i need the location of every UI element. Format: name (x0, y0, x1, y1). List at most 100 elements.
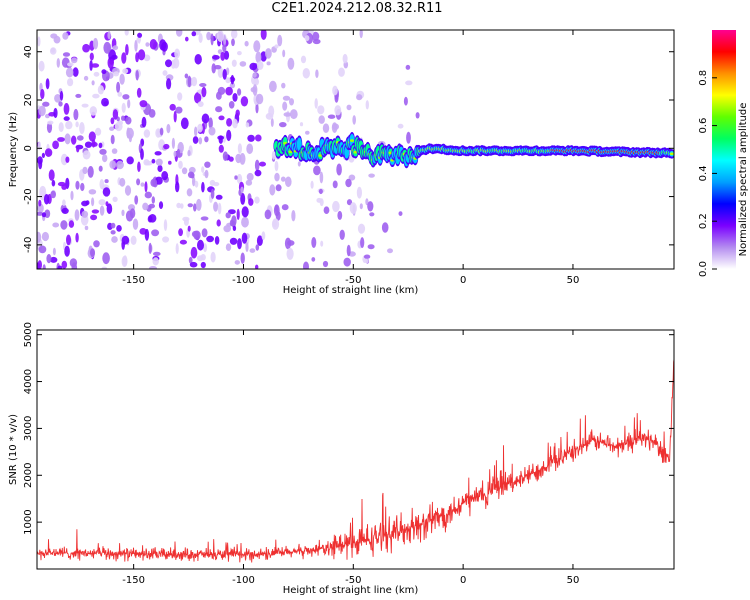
heatmap-speckle (415, 112, 420, 119)
heatmap-speckle (64, 245, 70, 257)
heatmap-speckle (229, 82, 236, 89)
heatmap-speckle (155, 158, 163, 166)
heatmap-speckle (154, 151, 162, 156)
heatmap-speckle (89, 106, 98, 116)
heatmap-speckle (254, 196, 260, 204)
heatmap-speckle (185, 36, 189, 42)
heatmap-speckle (405, 64, 411, 70)
heatmap-speckle (232, 118, 238, 129)
heatmap-speckle (332, 123, 339, 130)
heatmap-speckle (170, 59, 176, 69)
heatmap-speckle (252, 72, 257, 78)
heatmap-speckle (387, 248, 393, 254)
heatmap-speckle (81, 200, 89, 207)
snr-ytick-label: 2000 (23, 463, 34, 488)
heatmap-speckle (311, 237, 317, 248)
heatmap-speckle (231, 38, 235, 47)
heatmap-speckle (323, 206, 330, 214)
heatmap-speckle (274, 204, 279, 212)
heatmap-speckle (289, 98, 294, 106)
heatmap-speckle (211, 63, 216, 74)
heatmap-speckle (91, 142, 98, 147)
heatmap-speckle (65, 120, 73, 130)
heatmap-speckle (147, 215, 153, 223)
heatmap-speckle (176, 202, 182, 209)
heatmap-speckle (91, 80, 95, 86)
heatmap-speckle (192, 136, 199, 144)
heatmap-speckle (42, 264, 46, 269)
snr-frame (36, 329, 675, 570)
heatmap-speckle (360, 237, 365, 249)
colorbar-tick-label: 0.2 (698, 213, 709, 229)
heatmap-speckle (314, 98, 318, 109)
heatmap-speckle (270, 118, 274, 127)
heatmap-speckle (215, 194, 223, 200)
heatmap-speckle (136, 178, 141, 186)
heatmap-speckle (255, 93, 264, 105)
heatmap-speckle (159, 127, 164, 136)
heatmap-speckle (255, 103, 259, 114)
heatmap-speckle (235, 109, 240, 117)
heatmap-speckle (91, 197, 95, 207)
heatmap-speckle (62, 32, 69, 40)
heatmap-speckle (49, 256, 58, 263)
heatmap-speckle (216, 30, 224, 42)
heatmap-speckle (84, 141, 93, 148)
heatmap-speckle (231, 59, 237, 67)
heatmap-speckle (150, 178, 158, 187)
heatmap-ytick-label: 20 (23, 94, 34, 107)
heatmap-speckle (41, 212, 47, 218)
heatmap-speckle (348, 174, 356, 181)
heatmap-speckle (213, 201, 219, 212)
heatmap-speckle (112, 45, 119, 51)
heatmap-speckle (158, 201, 164, 210)
heatmap-speckle (228, 156, 234, 162)
heatmap-speckle (240, 96, 249, 107)
heatmap-speckle (327, 114, 336, 119)
heatmap-speckle (176, 148, 181, 158)
heatmap-speckle (300, 55, 307, 64)
heatmap-speckle (87, 166, 94, 178)
heatmap-speckle (134, 39, 138, 52)
heatmap-speckle (157, 164, 163, 173)
heatmap-speckle (302, 68, 310, 79)
heatmap-speckle (187, 203, 193, 208)
snr-xlabel: Height of straight line (km) (283, 585, 419, 596)
heatmap-speckle (197, 239, 204, 251)
heatmap-speckle (297, 161, 301, 167)
heatmap-speckle (260, 30, 267, 40)
heatmap-speckle (299, 122, 304, 127)
heatmap-speckle (95, 127, 102, 136)
heatmap-speckle (283, 112, 292, 117)
heatmap-speckle (237, 238, 242, 250)
heatmap-speckle (51, 179, 56, 187)
heatmap-speckle (98, 142, 103, 149)
heatmap-speckle (110, 134, 115, 145)
heatmap-speckle (124, 30, 129, 36)
heatmap-speckle (101, 97, 109, 107)
heatmap-speckle (194, 126, 198, 137)
heatmap-speckle (93, 240, 100, 248)
heatmap-speckle (175, 243, 179, 255)
heatmap-speckle (356, 94, 363, 101)
heatmap-speckle (109, 126, 115, 131)
heatmap-speckle (134, 195, 139, 205)
chart-title: C2E1.2024.212.08.32.R11 (271, 1, 443, 16)
heatmap-speckle (274, 172, 280, 182)
heatmap-speckle (60, 153, 68, 166)
heatmap-speckle (38, 159, 43, 170)
snr-xtick-label: -150 (122, 575, 145, 586)
heatmap-speckle (79, 122, 85, 134)
heatmap-speckle (54, 94, 62, 103)
heatmap-speckle (149, 266, 157, 269)
heatmap-speckle (349, 202, 357, 214)
heatmap-speckle (56, 58, 60, 68)
heatmap-speckle (90, 248, 95, 257)
heatmap-speckle (212, 55, 220, 60)
heatmap-speckle (269, 184, 276, 196)
heatmap-speckle (289, 109, 298, 120)
heatmap-speckle (116, 160, 124, 170)
heatmap-speckle (83, 75, 89, 81)
heatmap-speckle (57, 137, 65, 142)
heatmap-speckle (346, 199, 353, 206)
